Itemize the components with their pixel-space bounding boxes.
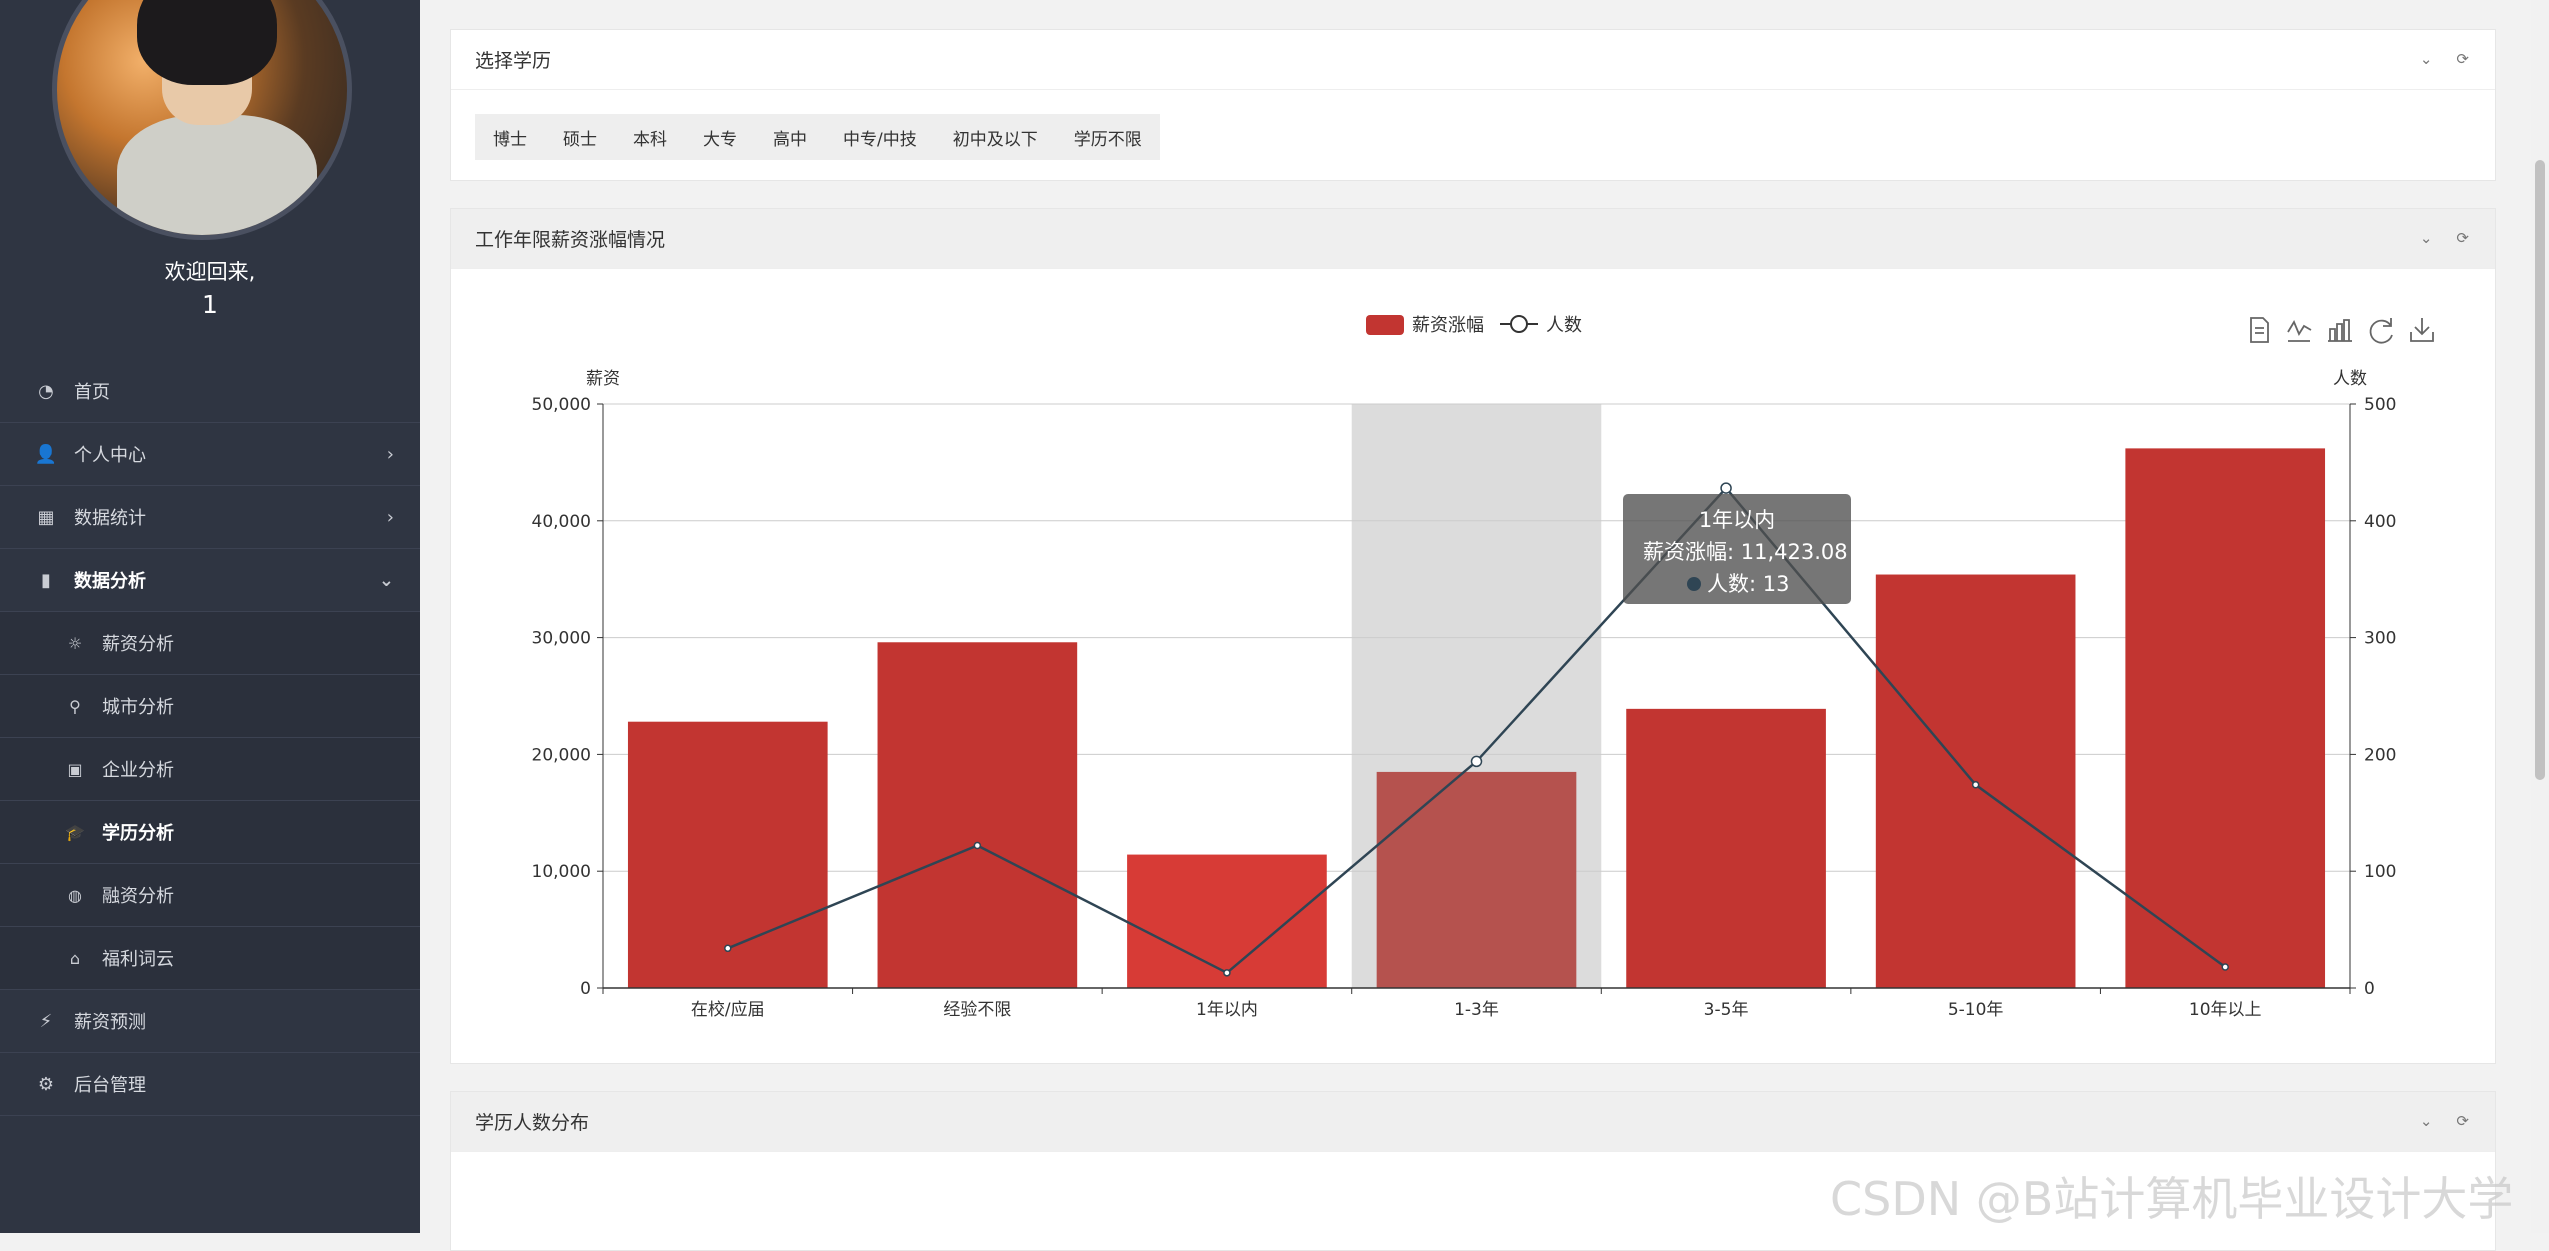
avatar-hair [137, 0, 277, 85]
data-view-icon[interactable] [2250, 317, 2269, 343]
sidebar-item-5[interactable]: ⚲ 城市分析 [0, 675, 420, 738]
dashboard-icon: ◔ [38, 380, 54, 402]
username: 1 [202, 290, 218, 319]
bolt-icon: ⚡ [39, 1010, 53, 1032]
bar-chart-toggle-icon[interactable] [2328, 319, 2352, 342]
edu-select-title: 选择学历 [475, 50, 552, 72]
sidebar-item-1[interactable]: 👤 个人中心 › [0, 423, 420, 486]
data-view-icon-path [2250, 317, 2269, 343]
sidebar-item-label: 福利词云 [102, 949, 174, 970]
sidebar-item-0[interactable]: ◔ 首页 [0, 360, 420, 423]
page-scrollbar[interactable] [2531, 0, 2549, 1233]
tooltip-count-row: 人数: 13 [1637, 568, 1837, 600]
bar-chart-toggle-icon-path [2328, 319, 2352, 342]
gear-icon: ⚙ [37, 1073, 55, 1095]
sidebar-item-label: 企业分析 [102, 760, 174, 781]
edu-option[interactable]: 中专/中技 [843, 129, 917, 150]
sidebar-item-label: 薪资预测 [74, 1012, 146, 1033]
refresh-icon[interactable]: ⟳ [2456, 50, 2469, 68]
restore-icon-path [2369, 318, 2393, 344]
collapse-icon[interactable]: ⌄ [2419, 1112, 2433, 1130]
sidebar-item-9[interactable]: ⌂ 福利词云 [0, 927, 420, 990]
line-chart-icon[interactable] [2287, 320, 2312, 342]
sidebar: 欢迎回来, 1 ◔ 首页 👤 个人中心 › ▦ 数据统计 › ▮ 数据分析 ⌄ ☼ 薪资分析 ⚲ 城市分析 ▣… [0, 0, 420, 1233]
sidebar-item-label: 融资分析 [102, 886, 174, 907]
sun-icon: ☼ [67, 633, 83, 653]
sidebar-item-label: 数据统计 [74, 508, 146, 529]
sidebar-item-2[interactable]: ▦ 数据统计 › [0, 486, 420, 549]
sidebar-item-label: 数据分析 [74, 571, 146, 592]
sidebar-item-8[interactable]: ◍ 融资分析 [0, 864, 420, 927]
sidebar-item-label: 后台管理 [74, 1075, 146, 1096]
welcome-text: 欢迎回来, [164, 260, 256, 284]
download-icon[interactable] [2410, 318, 2434, 342]
sidebar-menu: ◔ 首页 👤 个人中心 › ▦ 数据统计 › ▮ 数据分析 ⌄ ☼ 薪资分析 ⚲ 城市分析 ▣ 企业分析 🎓 学历分… [0, 360, 420, 1116]
edu-option[interactable]: 学历不限 [1073, 129, 1142, 150]
map-pin-icon: ⚲ [69, 696, 81, 716]
grid-icon: ▦ [37, 506, 55, 528]
edu-option[interactable]: 初中及以下 [952, 129, 1038, 150]
sidebar-item-10[interactable]: ⚡ 薪资预测 [0, 990, 420, 1053]
edu-distribution-title: 学历人数分布 [475, 1112, 590, 1134]
sidebar-item-label: 首页 [74, 382, 110, 403]
scrollbar-thumb[interactable] [2535, 160, 2545, 780]
collapse-icon[interactable]: ⌄ [2419, 50, 2433, 68]
restore-icon[interactable] [2369, 318, 2393, 344]
line-chart-icon-path [2287, 320, 2312, 342]
edu-option[interactable]: 高中 [773, 129, 807, 150]
edu-distribution-card: 学历人数分布 ⌄ ⟳ [450, 1091, 2496, 1251]
edu-select-header: 选择学历 ⌄ ⟳ [451, 30, 2495, 90]
count-dot-icon [1687, 577, 1701, 591]
graduation-cap-icon: 🎓 [65, 822, 85, 842]
refresh-icon[interactable]: ⟳ [2456, 1112, 2469, 1130]
chevron-right-icon: › [386, 443, 394, 465]
tooltip-title: 1年以内 [1698, 508, 1776, 532]
collapse-icon[interactable]: ⌄ [2419, 229, 2433, 247]
sidebar-item-7[interactable]: 🎓 学历分析 [0, 801, 420, 864]
bar-chart-icon: ▮ [41, 569, 51, 591]
edu-option[interactable]: 博士 [493, 129, 527, 150]
tag-icon: ⌂ [69, 948, 81, 968]
salary-growth-header: 工作年限薪资涨幅情况 ⌄ ⟳ [451, 209, 2495, 269]
user-icon: 👤 [34, 443, 58, 465]
edu-option[interactable]: 大专 [703, 129, 737, 150]
tooltip-salary-row: 薪资涨幅: 11,423.08 [1637, 536, 1848, 568]
chart-tooltip: 1年以内 薪资涨幅: 11,423.08 人数: 13 [1623, 494, 1851, 604]
watermark: CSDN @B站计算机毕业设计大学 [1830, 1172, 2514, 1226]
edu-option[interactable]: 硕士 [563, 129, 597, 150]
sidebar-item-label: 城市分析 [102, 697, 174, 718]
download-icon-path [2410, 318, 2434, 342]
chevron-down-icon: ⌄ [378, 569, 394, 591]
salary-growth-title: 工作年限薪资涨幅情况 [475, 229, 666, 251]
edu-distribution-header: 学历人数分布 ⌄ ⟳ [451, 1092, 2495, 1152]
sidebar-item-label: 个人中心 [74, 445, 146, 466]
sidebar-item-label: 薪资分析 [102, 634, 174, 655]
globe-icon: ◍ [68, 885, 82, 905]
edu-select-card: 选择学历 ⌄ ⟳ 博士 硕士 本科 大专 高中 中专/中技 初中及以下 学历不限 [450, 29, 2496, 181]
sidebar-item-4[interactable]: ☼ 薪资分析 [0, 612, 420, 675]
avatar-shirt [117, 115, 317, 235]
briefcase-icon: ▣ [67, 759, 83, 779]
tooltip-salary: 薪资涨幅: 11,423.08 [1643, 540, 1848, 564]
tooltip-count: 人数: 13 [1707, 572, 1790, 596]
sidebar-item-6[interactable]: ▣ 企业分析 [0, 738, 420, 801]
sidebar-item-label: 学历分析 [102, 823, 174, 844]
avatar[interactable] [52, 0, 352, 240]
sidebar-item-11[interactable]: ⚙ 后台管理 [0, 1053, 420, 1116]
sidebar-item-3[interactable]: ▮ 数据分析 ⌄ [0, 549, 420, 612]
salary-growth-card: 工作年限薪资涨幅情况 ⌄ ⟳ [450, 208, 2496, 1064]
edu-options-bar: 博士 硕士 本科 大专 高中 中专/中技 初中及以下 学历不限 [475, 114, 1160, 160]
refresh-icon[interactable]: ⟳ [2456, 229, 2469, 247]
edu-option[interactable]: 本科 [633, 129, 667, 150]
chevron-right-icon: › [386, 506, 394, 528]
